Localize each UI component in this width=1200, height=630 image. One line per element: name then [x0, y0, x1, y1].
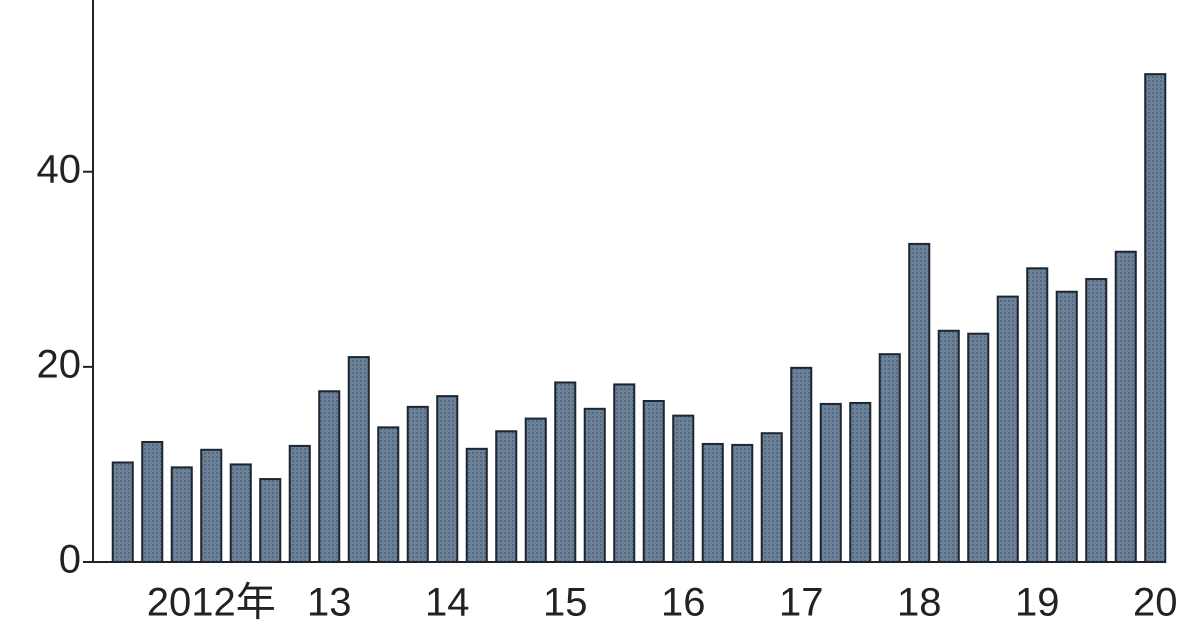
bar — [1144, 73, 1167, 564]
bar — [200, 448, 223, 563]
bar — [937, 329, 960, 563]
bar — [347, 356, 370, 563]
bar — [908, 242, 931, 563]
x-tick-label: 19 — [1015, 581, 1060, 625]
bar — [967, 332, 990, 563]
bar — [583, 407, 606, 563]
bar — [554, 381, 577, 563]
bar — [318, 390, 341, 563]
x-tick-label: 13 — [307, 581, 352, 625]
bar — [495, 430, 518, 564]
bar — [229, 463, 252, 563]
bar — [524, 417, 547, 563]
x-tick-label: 18 — [897, 581, 942, 625]
bar — [1114, 250, 1137, 564]
bar — [642, 400, 665, 563]
x-tick-label: 16 — [661, 581, 706, 625]
bar — [819, 402, 842, 563]
bar — [1085, 278, 1108, 563]
bar — [465, 447, 488, 564]
bar — [1026, 267, 1049, 563]
bar — [731, 443, 754, 563]
y-tick-label: 0 — [59, 538, 81, 582]
bar — [613, 383, 636, 563]
bar — [111, 461, 134, 563]
bar — [288, 444, 311, 563]
bar — [672, 414, 695, 564]
x-tick-label: 14 — [425, 581, 470, 625]
bar — [170, 466, 193, 563]
x-tick-label: 20 — [1133, 581, 1178, 625]
y-tick-label: 40 — [37, 147, 82, 191]
bar — [878, 353, 901, 564]
x-tick-label: 15 — [543, 581, 588, 625]
bar — [790, 366, 813, 563]
bar — [141, 440, 164, 564]
x-tick-label: 2012年 — [147, 581, 276, 625]
bar — [1055, 290, 1078, 563]
bar — [436, 395, 459, 564]
bar — [701, 442, 724, 564]
bar — [406, 405, 429, 564]
bar — [996, 295, 1019, 563]
bar — [259, 478, 282, 564]
bar — [760, 432, 783, 564]
bar — [849, 401, 872, 563]
x-tick-label: 17 — [779, 581, 824, 625]
y-tick-label: 20 — [37, 342, 82, 386]
bar — [377, 426, 400, 563]
